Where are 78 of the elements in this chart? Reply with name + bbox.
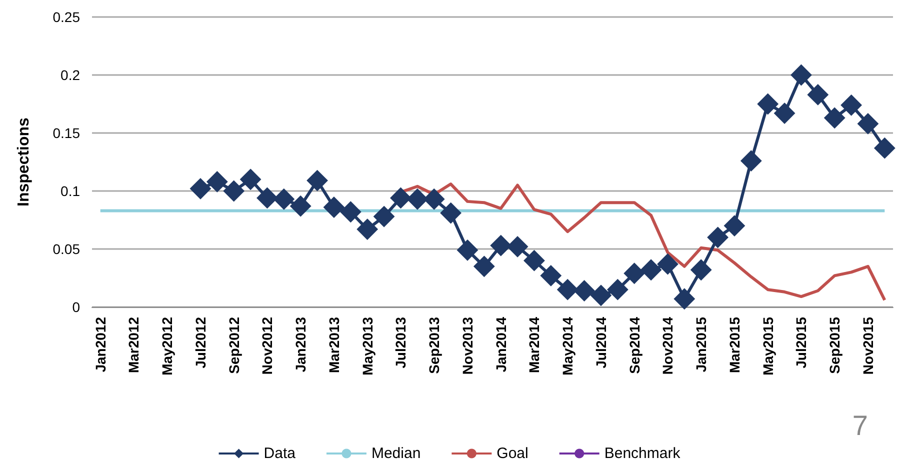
x-tick-label: Jul2014 [592,316,609,368]
point [690,259,712,280]
point [790,64,812,86]
y-tick-label: 0 [72,299,80,315]
x-tick-label: Sep2012 [226,316,242,374]
point [507,236,528,258]
x-tick-label: Jul2012 [192,316,208,368]
point [424,188,445,210]
x-tick-label: Sep2014 [626,316,642,374]
y-tick-label: 0.25 [52,9,80,25]
point [273,188,294,210]
x-tick-label: Jan2012 [92,316,108,372]
y-tick-label: 0.1 [60,183,80,199]
x-tick-label: Mar2013 [326,316,342,374]
point [674,288,695,310]
x-tick-label: Jan2014 [492,316,509,372]
point [840,94,862,116]
x-tick-label: Nov2014 [660,316,676,375]
point [240,168,262,190]
point [857,113,878,134]
point [390,187,412,208]
point [607,279,628,300]
point [256,187,278,208]
point [456,240,478,261]
x-tick-label: Jul2015 [793,316,810,368]
y-tick-label: 0.05 [52,241,80,257]
point [356,218,378,240]
text: 7 [852,410,868,442]
x-tick-label: Jul2013 [392,316,409,368]
point [474,256,495,277]
point [574,280,595,302]
point [306,170,328,192]
point [374,206,395,228]
x-tick-label: Mar2012 [126,316,142,374]
x-tick-label: Nov2013 [459,316,476,375]
point [874,138,896,159]
x-tick-label: May2012 [159,316,176,376]
x-tick-label: Sep2013 [426,316,442,374]
x-tick-label: May2013 [359,316,376,376]
point [540,265,562,286]
point [724,215,745,236]
point [740,150,762,172]
point [807,84,828,106]
point [524,250,545,272]
legend-label: Benchmark [604,445,681,462]
x-tick-label: Sep2015 [826,316,843,374]
point [707,226,728,248]
point [190,178,211,200]
x-tick-label: Nov2015 [860,316,876,375]
point [757,94,778,114]
point [824,107,846,128]
point [323,196,344,218]
x-tick-label: May2015 [760,316,776,376]
x-tick-label: Mar2014 [526,316,542,374]
point [206,171,228,192]
point [774,102,796,124]
x-tick-label: Jan2013 [292,316,309,372]
point [223,180,244,202]
point [624,262,645,284]
point [640,259,662,280]
point [290,196,312,217]
legend-label: Goal [496,445,528,462]
point [490,235,512,256]
point [406,188,428,210]
point [340,201,362,222]
point [440,202,462,224]
x-tick-label: May2014 [560,316,576,376]
y-tick-label: 0.15 [52,125,80,141]
legend-label: Data [264,445,296,462]
point [590,284,612,306]
x-tick-label: Mar2015 [726,316,742,374]
y-tick-label: 0.2 [60,67,80,83]
x-tick-label: Nov2012 [259,316,276,375]
y-axis-title: Inspections [16,117,32,206]
x-tick-label: Jan2015 [693,316,710,372]
legend-label: Median [371,445,421,462]
point [557,279,578,300]
point [657,254,678,275]
